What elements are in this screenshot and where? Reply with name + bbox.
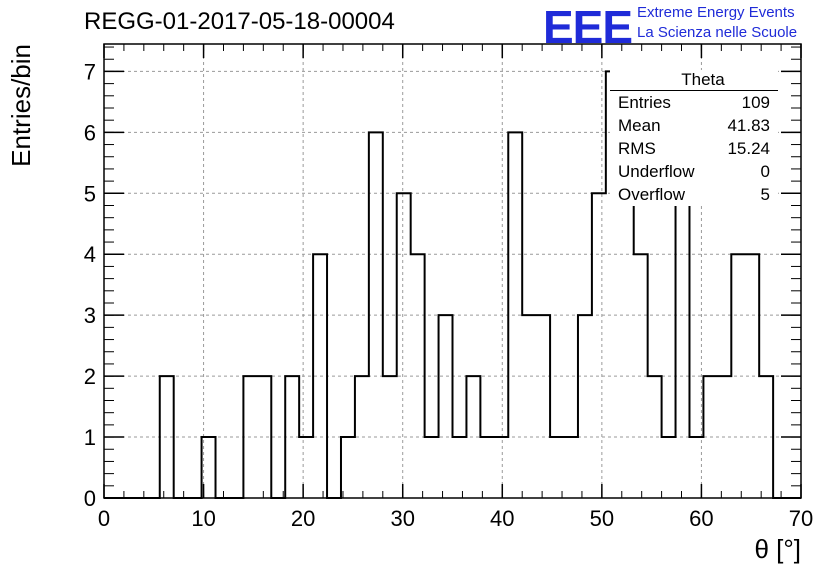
histogram-bin xyxy=(257,376,271,498)
eee-logo-mark: EEE xyxy=(543,1,633,53)
histogram-bin xyxy=(676,193,690,498)
x-tick-label: 10 xyxy=(191,506,215,531)
histogram-bin xyxy=(383,376,397,498)
y-tick-label: 4 xyxy=(84,242,96,267)
stats-row-entries: Entries 109 xyxy=(610,91,778,114)
x-tick-label: 50 xyxy=(590,506,614,531)
y-tick-label: 6 xyxy=(84,120,96,145)
stats-value: 15.24 xyxy=(727,139,770,158)
histogram-bin xyxy=(648,376,662,498)
stats-value: 109 xyxy=(741,93,770,112)
x-tick-label: 40 xyxy=(490,506,514,531)
stats-label: Mean xyxy=(618,116,661,135)
histogram-bin xyxy=(578,315,592,498)
histogram-bin xyxy=(522,315,536,498)
histogram-bin xyxy=(564,437,578,498)
chart-title: REGG-01-2017-05-18-00004 xyxy=(84,8,395,35)
stats-row-overflow: Overflow 5 xyxy=(610,183,778,206)
y-axis: 0 1 2 3 4 5 6 7 xyxy=(84,46,801,511)
x-tick-label: 70 xyxy=(789,506,813,531)
histogram-bin xyxy=(369,132,383,498)
histogram-bin xyxy=(243,376,257,498)
histogram-bin xyxy=(703,376,717,498)
stats-label: RMS xyxy=(618,139,656,158)
histogram-bin xyxy=(466,376,480,498)
y-tick-label: 1 xyxy=(84,425,96,450)
histogram-bin xyxy=(439,315,453,498)
histogram-bin xyxy=(634,254,648,498)
logo-text-line-1: Extreme Energy Events xyxy=(637,4,795,21)
histogram-bin xyxy=(745,254,759,498)
x-tick-label: 20 xyxy=(291,506,315,531)
y-tick-label: 3 xyxy=(84,303,96,328)
stats-row-mean: Mean 41.83 xyxy=(610,114,778,137)
histogram-bin xyxy=(313,254,327,498)
stats-value: 0 xyxy=(760,162,770,181)
histogram-bin xyxy=(550,437,564,498)
x-axis-label: θ [°] xyxy=(754,534,801,564)
x-axis: 0 10 20 30 40 50 60 70 xyxy=(98,44,813,531)
histogram-bin xyxy=(480,437,494,498)
x-tick-label: 60 xyxy=(689,506,713,531)
x-tick-label: 30 xyxy=(390,506,414,531)
histogram-bin xyxy=(508,132,522,498)
y-axis-label: Entries/bin xyxy=(6,44,36,167)
stats-row-underflow: Underflow 0 xyxy=(610,160,778,183)
histogram-bin xyxy=(494,437,508,498)
histogram-bin xyxy=(355,376,369,498)
histogram-bin xyxy=(731,254,745,498)
histogram-bin xyxy=(425,437,439,498)
stats-box: Theta Entries 109 Mean 41.83 RMS 15.24 Unde… xyxy=(610,70,778,206)
histogram-bin xyxy=(662,437,676,498)
stats-value: 41.83 xyxy=(727,116,770,135)
stats-label: Entries xyxy=(618,93,671,112)
x-tick-label: 0 xyxy=(98,506,110,531)
histogram-bin xyxy=(592,193,606,498)
histogram-bin xyxy=(285,376,299,498)
plot-frame xyxy=(103,43,802,499)
y-tick-label: 0 xyxy=(84,486,96,511)
y-tick-label: 2 xyxy=(84,364,96,389)
stats-value: 5 xyxy=(760,185,770,204)
stats-title: Theta xyxy=(610,70,778,91)
logo-text-line-2: La Scienza nelle Scuole xyxy=(637,24,798,41)
histogram-line xyxy=(104,70,801,499)
histogram-bin xyxy=(397,193,411,498)
histogram-bin xyxy=(717,376,731,498)
y-tick-label: 5 xyxy=(84,181,96,206)
histogram-bin xyxy=(759,376,773,498)
stats-label: Overflow xyxy=(618,185,686,204)
histogram-bin xyxy=(411,254,425,498)
stats-row-rms: RMS 15.24 xyxy=(610,137,778,160)
histogram-series xyxy=(104,70,801,499)
histogram-bin xyxy=(453,437,467,498)
histogram-bin xyxy=(536,315,550,498)
histogram-bin xyxy=(160,376,174,498)
stats-label: Underflow xyxy=(618,162,695,181)
histogram-bin xyxy=(299,437,313,498)
y-tick-label: 7 xyxy=(84,59,96,84)
histogram-bin xyxy=(341,437,355,498)
